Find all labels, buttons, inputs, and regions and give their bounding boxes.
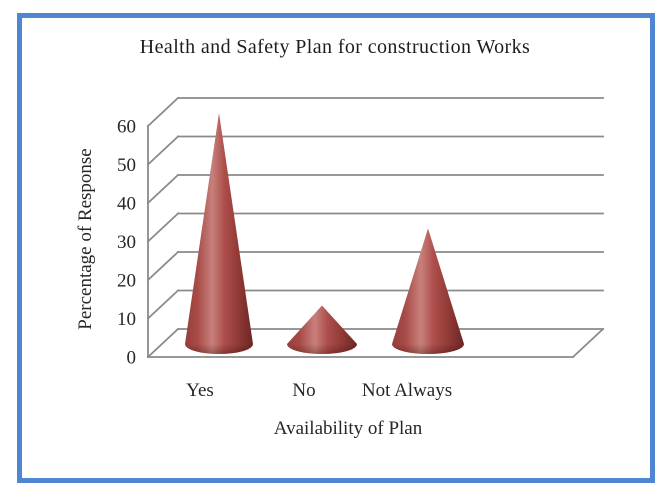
y-axis-tick-label: 50	[117, 155, 136, 176]
cone-not-always-base-shade	[392, 344, 464, 354]
y-axis-tick-label: 20	[117, 271, 136, 292]
gridline-wall-segment	[146, 212, 180, 243]
y-axis-tick-label: 0	[127, 348, 137, 369]
gridline-wall-segment	[146, 250, 180, 282]
floor-right-edge	[571, 327, 605, 359]
gridline-wall-segment	[146, 289, 180, 320]
x-axis-category-label: Yes	[186, 380, 214, 401]
outer-border	[17, 13, 655, 483]
cone-no	[287, 305, 357, 354]
gridline-wall-segment	[146, 327, 180, 359]
cone-not-always	[392, 228, 464, 354]
chart-title: Health and Safety Plan for construction …	[139, 36, 531, 58]
gridline-wall-segment	[146, 135, 180, 166]
y-axis-tick-label: 60	[117, 117, 136, 138]
cone-yes	[185, 113, 253, 354]
cone-yes-base-shade	[185, 344, 253, 354]
cone-no-base-shade	[287, 344, 357, 354]
y-axis-tick-label: 10	[117, 309, 136, 330]
gridline-wall-segment	[146, 96, 180, 128]
gridline-wall-segment	[146, 173, 180, 205]
x-axis-category-label: Not Always	[362, 380, 452, 401]
x-axis-category-label: No	[292, 380, 315, 401]
y-axis-tick-label: 40	[117, 194, 136, 215]
x-axis-title: Availability of Plan	[273, 418, 423, 439]
y-axis-tick-label: 30	[117, 232, 136, 253]
